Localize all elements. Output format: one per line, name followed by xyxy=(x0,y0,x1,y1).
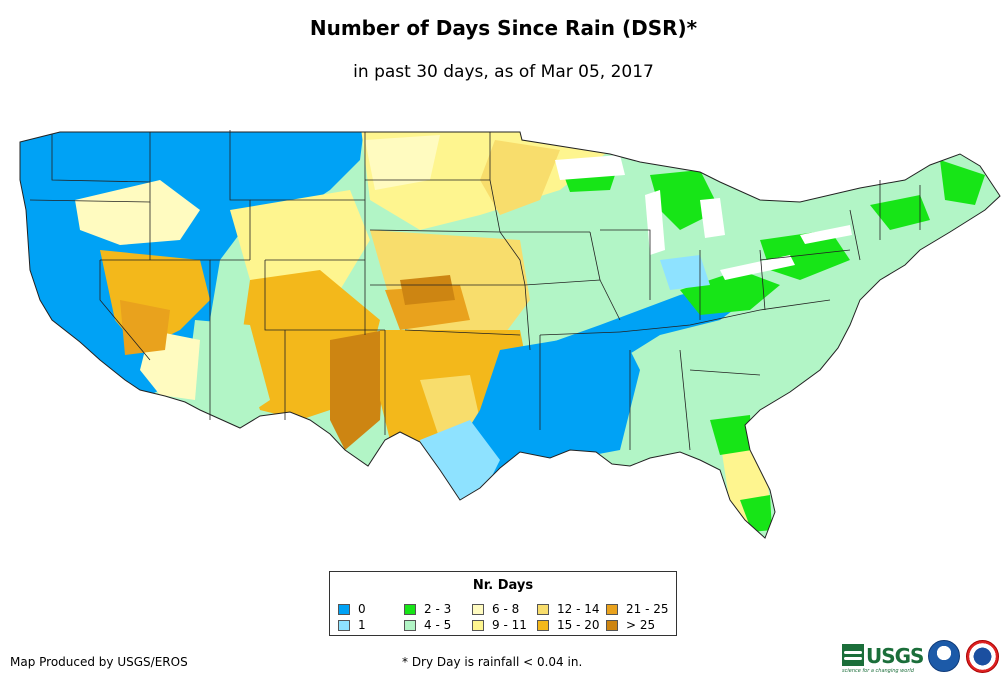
legend-item-9: > 25 xyxy=(606,618,655,632)
nws-logo-icon xyxy=(966,640,999,673)
legend-swatch xyxy=(338,603,350,615)
usgs-wave-icon xyxy=(842,644,864,666)
legend-item-4: 6 - 8 xyxy=(472,602,519,616)
legend-item-0: 0 xyxy=(338,602,366,616)
legend-item-6: 12 - 14 xyxy=(537,602,600,616)
legend: Nr. Days 0 1 2 - 3 4 - 5 6 - 8 9 - 11 12… xyxy=(329,571,677,636)
legend-label: 1 xyxy=(358,618,366,632)
legend-title: Nr. Days xyxy=(472,578,534,593)
legend-swatch xyxy=(404,619,416,631)
us-dsr-map xyxy=(19,130,1001,539)
usgs-tagline: science for a changing world xyxy=(842,668,914,674)
legend-label: 15 - 20 xyxy=(557,618,600,632)
legend-swatch xyxy=(472,619,484,631)
legend-label: 21 - 25 xyxy=(626,602,669,616)
legend-item-7: 15 - 20 xyxy=(537,618,600,632)
legend-item-5: 9 - 11 xyxy=(472,618,527,632)
legend-item-3: 4 - 5 xyxy=(404,618,451,632)
map-credit: Map Produced by USGS/EROS xyxy=(10,655,188,669)
legend-item-8: 21 - 25 xyxy=(606,602,669,616)
legend-swatch xyxy=(537,619,549,631)
legend-swatch xyxy=(606,619,618,631)
legend-label: 4 - 5 xyxy=(424,618,452,632)
legend-label: 9 - 11 xyxy=(492,618,527,632)
dry-day-footnote: * Dry Day is rainfall < 0.04 in. xyxy=(402,655,583,669)
state-boundaries xyxy=(29,130,921,451)
legend-label: 6 - 8 xyxy=(492,602,520,616)
legend-swatch xyxy=(404,603,416,615)
usgs-logo: USGS xyxy=(842,644,924,668)
legend-label: 12 - 14 xyxy=(557,602,600,616)
legend-swatch xyxy=(338,619,350,631)
map-title: Number of Days Since Rain (DSR)* xyxy=(309,16,698,40)
legend-label: 0 xyxy=(358,602,366,616)
legend-label: > 25 xyxy=(626,618,656,632)
legend-item-1: 1 xyxy=(338,618,366,632)
noaa-logo-icon xyxy=(928,640,960,672)
legend-item-2: 2 - 3 xyxy=(404,602,451,616)
usgs-logo-text: USGS xyxy=(866,644,924,668)
legend-label: 2 - 3 xyxy=(424,602,452,616)
map-subtitle: in past 30 days, as of Mar 05, 2017 xyxy=(353,62,654,82)
legend-swatch xyxy=(472,603,484,615)
legend-swatch xyxy=(606,603,618,615)
agency-logos: USGS science for a changing world xyxy=(842,638,1002,678)
legend-swatch xyxy=(537,603,549,615)
